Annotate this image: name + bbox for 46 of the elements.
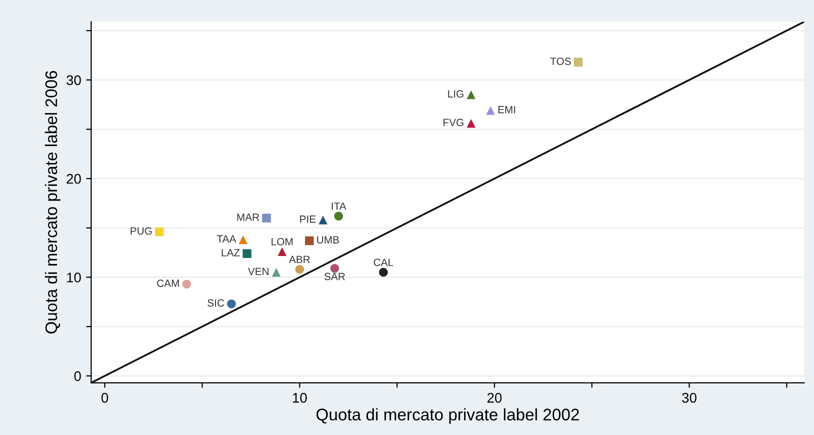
series-label: ABR: [288, 256, 310, 264]
x-axis-title: Quota di mercato private label 2002: [316, 408, 579, 424]
point: [272, 268, 281, 277]
point: [304, 236, 314, 246]
series-label: PUG: [130, 227, 152, 235]
y-tick-label: 10: [67, 272, 81, 282]
point: [574, 58, 583, 67]
point: [466, 90, 476, 100]
x-tick-label: 0: [101, 392, 108, 403]
series-label: FVG: [444, 118, 464, 126]
series-label: LIG: [448, 90, 464, 98]
point: [379, 268, 388, 277]
series-label: PIE: [300, 216, 316, 223]
point: [278, 247, 286, 256]
series-label: SAR: [324, 272, 345, 280]
series-label: LOM: [272, 238, 293, 246]
x-tick-label: 20: [487, 392, 502, 403]
x-tick-label: 30: [682, 392, 696, 403]
series-label: ITA: [332, 202, 346, 210]
y-tick-label: 30: [66, 75, 81, 86]
series-label: CAL: [374, 258, 394, 266]
point: [466, 118, 476, 128]
point: [295, 264, 304, 274]
y-tick-label: 20: [66, 174, 81, 184]
point: [318, 216, 328, 224]
y-tick-label: 0: [74, 371, 81, 382]
point: [238, 235, 248, 244]
point: [182, 280, 192, 289]
x-tick-label: 10: [292, 392, 307, 403]
point: [227, 299, 236, 308]
series-label: CAM: [157, 280, 179, 287]
point: [330, 264, 340, 273]
series-label: VEN: [248, 268, 268, 276]
series-label: MAR: [237, 214, 260, 221]
point: [334, 212, 343, 220]
series-label: TOS: [550, 58, 571, 65]
point: [486, 106, 495, 115]
point: [262, 214, 271, 222]
series-label: LAZ: [222, 249, 240, 256]
series-label: EMI: [498, 106, 516, 114]
y-axis-title: Quota di mercato private label 2006: [44, 70, 60, 334]
point: [242, 249, 252, 258]
point: [154, 227, 164, 236]
series-label: TAA: [216, 235, 236, 242]
series-label: SIC: [208, 299, 224, 307]
series-label: UMB: [317, 236, 339, 244]
